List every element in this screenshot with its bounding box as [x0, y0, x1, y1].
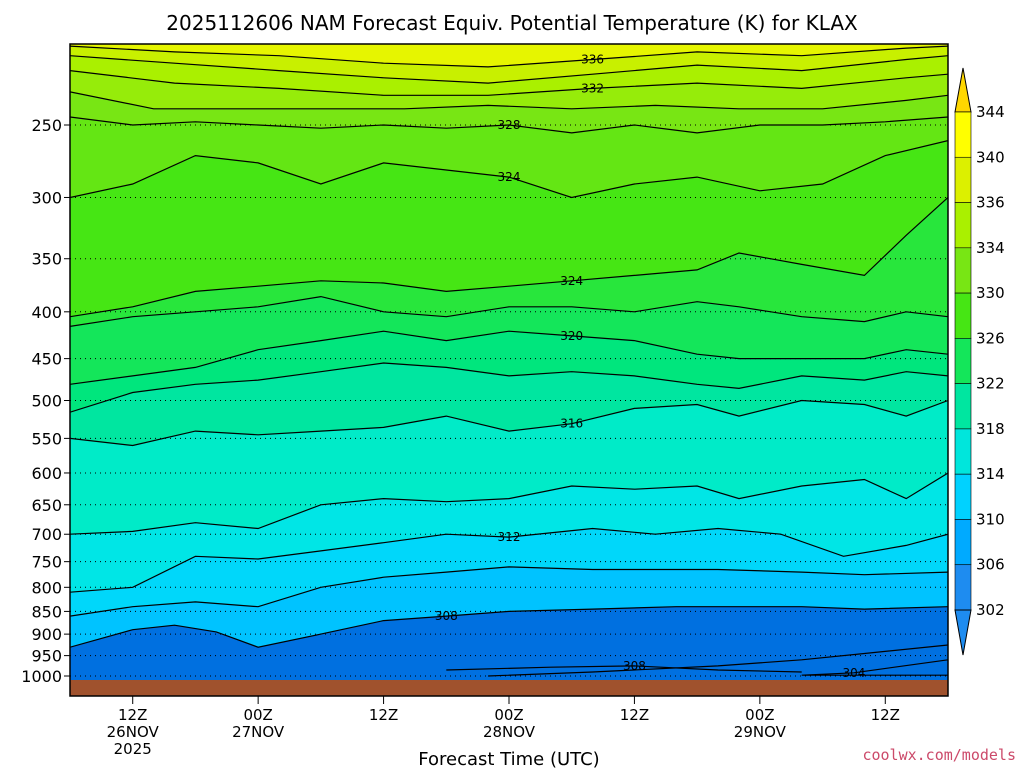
isoline-334-16 [70, 55, 948, 84]
x-tick-label-78-0: 12Z [871, 706, 900, 724]
isoline-314-6 [70, 472, 948, 535]
x-tick-label-6-1: 26NOV [107, 723, 160, 741]
contour-label-308-2: 308 [435, 609, 458, 623]
contour-label-320-9: 320 [560, 329, 583, 343]
colorbar-top-arrow [954, 67, 972, 113]
colorbar-label-326: 326 [976, 329, 1005, 347]
colorbar-swatch-340 [954, 156, 972, 203]
contour-label-336-17: 336 [581, 52, 604, 66]
x-tick-label-6-0: 12Z [118, 706, 147, 724]
contour-label-326-12: 324 [498, 170, 521, 184]
band-336-17 [70, 44, 948, 67]
y-tick-label-850: 850 [31, 602, 62, 621]
isoline-336-17 [70, 45, 948, 68]
colorbar-swatch-318 [954, 428, 972, 475]
contour-labels: 304 308 308 312 316 320 324 324 328 332 336 [435, 52, 866, 679]
y-tick-label-400: 400 [31, 303, 62, 322]
x-tick-label-66-0: 00Z [745, 706, 774, 724]
colorbar: 344 340 336 334 330 326 322 318 314 310 306 302 [954, 67, 1005, 656]
pressure-axis: 250 300 350 400 450 500 550 600 650 700 750 800 850 9… [21, 116, 70, 686]
y-tick-label-650: 650 [31, 496, 62, 515]
isoline-310-4 [70, 566, 948, 617]
isoline-304-0 [801, 659, 948, 676]
y-tick-label-350: 350 [31, 250, 62, 269]
colorbar-label-310: 310 [976, 510, 1005, 528]
x-tick-label-42-0: 00Z [494, 706, 523, 724]
isoline-322-10 [70, 295, 948, 327]
colorbar-label-302: 302 [976, 601, 1005, 619]
y-tick-label-600: 600 [31, 464, 62, 483]
y-tick-label-750: 750 [31, 553, 62, 572]
contour-label-324-11: 324 [560, 274, 583, 288]
isoline-326-12 [70, 140, 948, 199]
contour-label-312-5: 312 [498, 530, 521, 544]
x-tick-label-18-0: 00Z [243, 706, 272, 724]
x-tick-label-54-0: 12Z [620, 706, 649, 724]
y-tick-label-300: 300 [31, 188, 62, 207]
isolines [70, 45, 948, 677]
colorbar-swatch-306 [954, 564, 972, 611]
colorbar-label-336: 336 [976, 194, 1005, 212]
colorbar-label-322: 322 [976, 375, 1005, 393]
x-tick-label-18-1: 27NOV [232, 723, 285, 741]
isoline-308-3 [446, 665, 802, 673]
y-tick-label-450: 450 [31, 350, 62, 369]
colorbar-swatch-336 [954, 202, 972, 249]
contour-label-304-0: 304 [842, 666, 865, 680]
isoline-308-2 [70, 606, 948, 648]
y-tick-label-500: 500 [31, 392, 62, 411]
isoline-332-15 [70, 70, 948, 96]
x-axis-label: Forecast Time (UTC) [418, 749, 599, 768]
y-tick-label-1000: 1000 [21, 667, 62, 686]
y-tick-label-900: 900 [31, 625, 62, 644]
colorbar-label-314: 314 [976, 465, 1005, 483]
x-tick-label-30-0: 12Z [369, 706, 398, 724]
chart-title: 2025112606 NAM Forecast Equiv. Potential… [166, 11, 858, 35]
y-tick-label-800: 800 [31, 578, 62, 597]
colorbar-swatch-344 [954, 111, 972, 158]
y-tick-label-550: 550 [31, 429, 62, 448]
x-tick-label-66-1: 29NOV [734, 723, 787, 741]
colorbar-swatch-310 [954, 519, 972, 566]
isoline-330-14 [70, 91, 948, 110]
colorbar-swatch-330 [954, 292, 972, 339]
x-tick-label-42-1: 28NOV [483, 723, 536, 741]
colorbar-swatch-322 [954, 383, 972, 430]
isoline-306-1 [488, 644, 948, 677]
isoline-320-9 [70, 330, 948, 385]
y-tick-label-700: 700 [31, 525, 62, 544]
ground-surface-bar [70, 680, 948, 696]
isoline-316-7 [70, 399, 948, 447]
credit-text: coolwx.com/models [862, 746, 1016, 764]
colorbar-label-344: 344 [976, 103, 1005, 121]
colorbar-swatch-334 [954, 247, 972, 294]
colorbar-swatch-326 [954, 338, 972, 384]
colorbar-label-334: 334 [976, 239, 1005, 257]
colorbar-label-340: 340 [976, 148, 1005, 166]
isoline-318-8 [70, 362, 948, 413]
colorbar-swatch-314 [954, 473, 972, 520]
colorbar-bottom-arrow [954, 609, 972, 656]
contour-label-308-3: 308 [623, 659, 646, 673]
colorbar-label-330: 330 [976, 284, 1005, 302]
colorbar-label-318: 318 [976, 420, 1005, 438]
x-tick-label-6-2: 2025 [114, 740, 152, 758]
plot-area [70, 44, 948, 696]
y-tick-label-950: 950 [31, 647, 62, 666]
isoline-312-5 [70, 527, 948, 593]
isoline-328-13 [70, 116, 948, 134]
colorbar-label-306: 306 [976, 556, 1005, 574]
y-tick-label-250: 250 [31, 116, 62, 135]
contour-label-316-7: 316 [560, 417, 583, 431]
contour-label-328-13: 328 [498, 118, 521, 132]
contour-label-332-15: 332 [581, 81, 604, 95]
isoline-324-11 [70, 197, 948, 318]
